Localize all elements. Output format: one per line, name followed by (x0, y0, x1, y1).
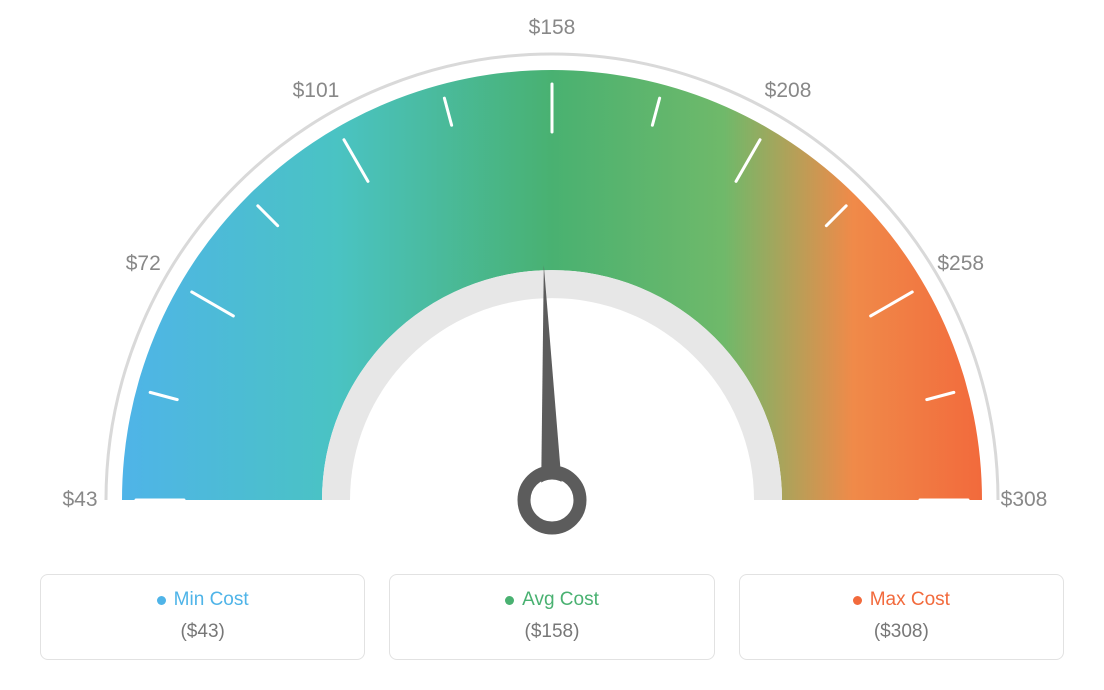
cost-gauge-widget: $43 $72 $101 $158 $208 $258 $308 Min Cost ($43… (0, 0, 1104, 690)
legend-title-avg: Avg Cost (505, 589, 599, 611)
legend-title-max: Max Cost (853, 589, 950, 611)
legend-card-min: Min Cost ($43) (40, 574, 365, 660)
gauge-tick-label: $43 (62, 488, 97, 512)
gauge-svg (0, 0, 1104, 560)
legend-card-max: Max Cost ($308) (739, 574, 1064, 660)
legend-title-min: Min Cost (157, 589, 249, 611)
legend-label: Avg Cost (522, 589, 599, 611)
dot-icon (505, 596, 514, 605)
legend-label: Min Cost (174, 589, 249, 611)
dot-icon (853, 596, 862, 605)
gauge-tick-label: $101 (293, 79, 340, 103)
gauge-tick-label: $72 (126, 252, 161, 276)
gauge-tick-label: $208 (765, 79, 812, 103)
legend-value-max: ($308) (748, 621, 1055, 643)
dot-icon (157, 596, 166, 605)
gauge-tick-label: $258 (937, 252, 984, 276)
gauge-tick-label: $158 (529, 16, 576, 40)
legend-value-avg: ($158) (398, 621, 705, 643)
gauge-area: $43 $72 $101 $158 $208 $258 $308 (0, 0, 1104, 560)
legend-card-avg: Avg Cost ($158) (389, 574, 714, 660)
legend-label: Max Cost (870, 589, 950, 611)
gauge-tick-label: $308 (1001, 488, 1048, 512)
legend-row: Min Cost ($43) Avg Cost ($158) Max Cost … (40, 574, 1064, 660)
legend-value-min: ($43) (49, 621, 356, 643)
